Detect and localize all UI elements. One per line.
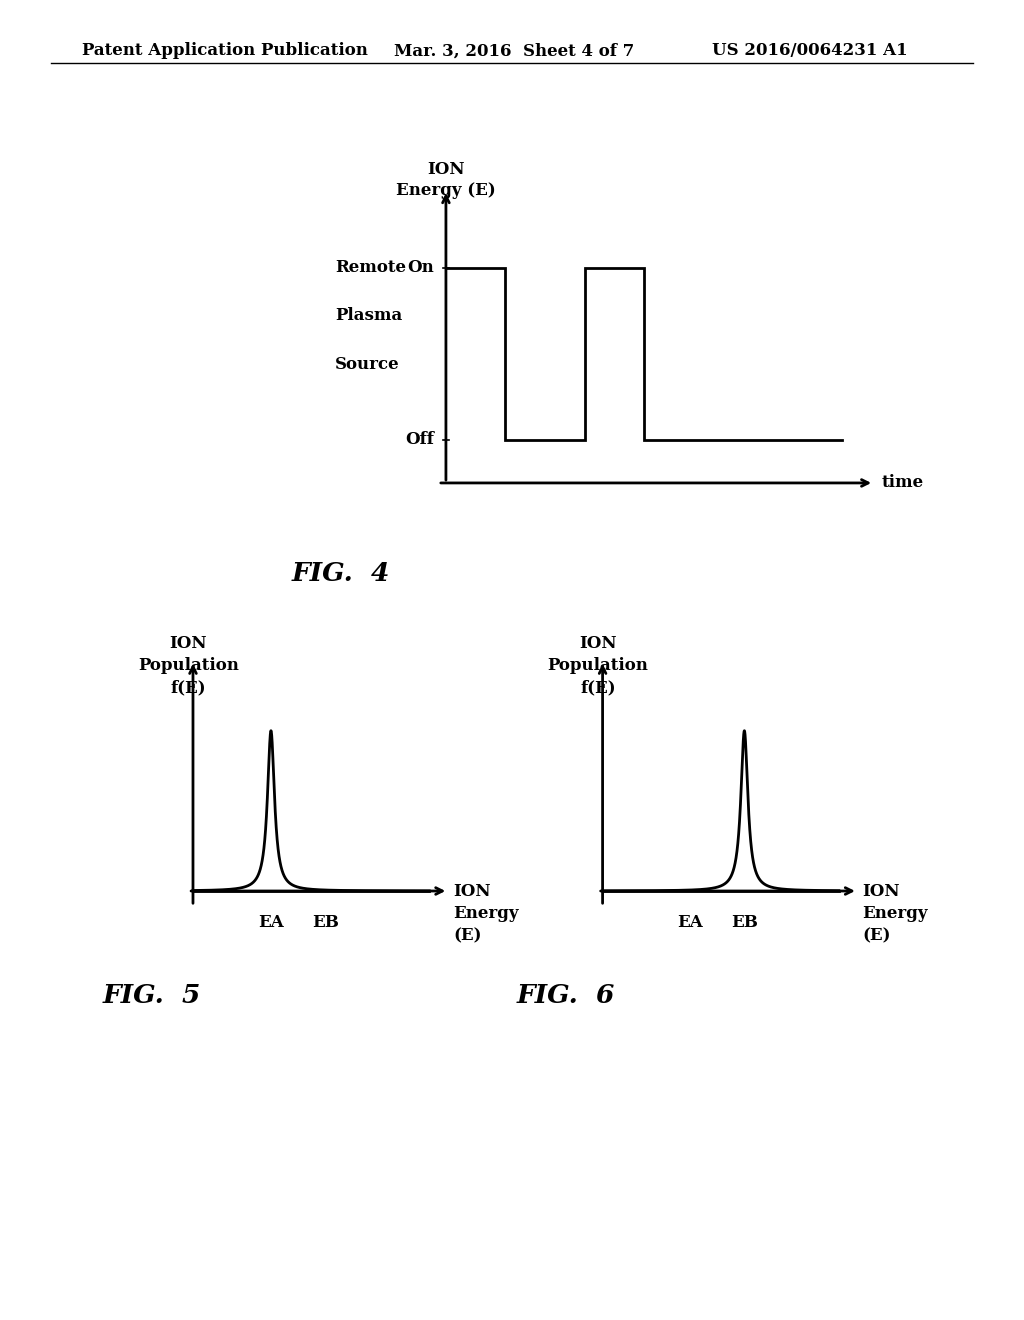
Text: Population: Population <box>138 657 239 675</box>
Text: f(E): f(E) <box>170 680 206 697</box>
Text: Patent Application Publication: Patent Application Publication <box>82 42 368 59</box>
Text: f(E): f(E) <box>580 680 615 697</box>
Text: (E): (E) <box>862 928 891 945</box>
Text: Energy: Energy <box>453 906 518 923</box>
Text: Population: Population <box>548 657 648 675</box>
Text: FIG.  6: FIG. 6 <box>517 983 615 1008</box>
Text: Energy: Energy <box>862 906 928 923</box>
Text: EA: EA <box>258 913 284 931</box>
Text: FIG.  5: FIG. 5 <box>102 983 201 1008</box>
Text: On: On <box>408 259 434 276</box>
Text: Mar. 3, 2016  Sheet 4 of 7: Mar. 3, 2016 Sheet 4 of 7 <box>394 42 635 59</box>
Text: EB: EB <box>731 913 758 931</box>
Text: US 2016/0064231 A1: US 2016/0064231 A1 <box>712 42 907 59</box>
Text: Remote: Remote <box>335 259 406 276</box>
Text: Source: Source <box>335 355 399 372</box>
Text: time: time <box>882 474 924 491</box>
Text: EB: EB <box>312 913 339 931</box>
Text: EA: EA <box>677 913 702 931</box>
Text: Plasma: Plasma <box>335 308 402 325</box>
Text: ION: ION <box>170 635 207 652</box>
Text: (E): (E) <box>453 928 481 945</box>
Text: Off: Off <box>406 432 434 449</box>
Text: ION: ION <box>453 883 490 899</box>
Text: ION: ION <box>427 161 465 178</box>
Text: ION: ION <box>862 883 900 899</box>
Text: Energy (E): Energy (E) <box>396 182 496 199</box>
Text: ION: ION <box>580 635 616 652</box>
Text: FIG.  4: FIG. 4 <box>292 561 390 586</box>
